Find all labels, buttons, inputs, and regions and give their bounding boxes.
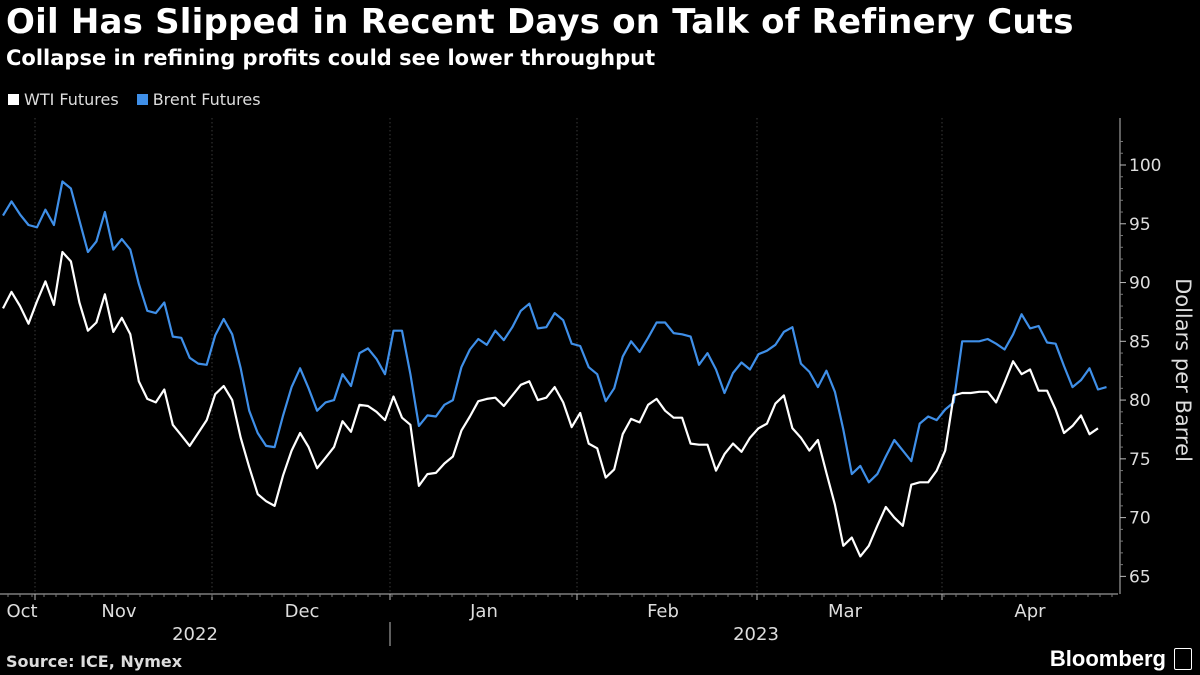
y-tick-label-70: 70 <box>1129 509 1151 529</box>
source-note: Source: ICE, Nymex <box>6 652 183 671</box>
x-tick-label-mar: Mar <box>828 601 863 622</box>
year-label-2023: 2023 <box>733 624 779 645</box>
x-tick-label-apr: Apr <box>1014 601 1046 622</box>
y-tick-label-95: 95 <box>1129 215 1151 235</box>
brand-text: Bloomberg <box>1049 646 1166 671</box>
axes <box>0 118 1126 646</box>
x-tick-label-oct: Oct <box>6 601 37 622</box>
series-line-wti <box>2 250 1099 558</box>
y-tick-label-75: 75 <box>1129 450 1151 470</box>
bloomberg-logo: Bloomberg <box>1050 646 1192 672</box>
chart-subtitle: Collapse in refining profits could see l… <box>6 46 656 70</box>
y-axis-label: Dollars per Barrel <box>1171 278 1195 462</box>
legend-label-wti: WTI Futures <box>24 90 119 109</box>
x-tick-label-feb: Feb <box>647 601 679 622</box>
series-lines <box>2 180 1107 558</box>
legend-swatch-brent <box>136 94 148 105</box>
legend-swatch-wti <box>8 94 19 105</box>
x-tick-label-nov: Nov <box>101 601 136 622</box>
y-tick-label-65: 65 <box>1129 567 1151 587</box>
grid-lines <box>34 118 943 594</box>
x-tick-label-jan: Jan <box>469 601 498 622</box>
chart-title: Oil Has Slipped in Recent Days on Talk o… <box>6 2 1074 42</box>
legend: WTI Futures Brent Futures <box>8 90 261 109</box>
axis-labels: 65 70 75 80 85 90 95 100 Dollars per Barrel Oct No… <box>6 156 1195 645</box>
terminal-icon <box>1174 648 1192 670</box>
legend-label-brent: Brent Futures <box>152 90 261 109</box>
y-tick-label-100: 100 <box>1129 156 1161 176</box>
y-tick-label-85: 85 <box>1129 332 1151 352</box>
x-tick-label-dec: Dec <box>285 601 320 622</box>
legend-item-brent[interactable]: Brent Futures <box>136 90 261 109</box>
legend-item-wti[interactable]: WTI Futures <box>8 90 119 109</box>
y-tick-label-90: 90 <box>1129 274 1151 294</box>
series-line-brent <box>2 180 1107 484</box>
y-tick-label-80: 80 <box>1129 391 1151 411</box>
year-label-2022: 2022 <box>172 624 218 645</box>
